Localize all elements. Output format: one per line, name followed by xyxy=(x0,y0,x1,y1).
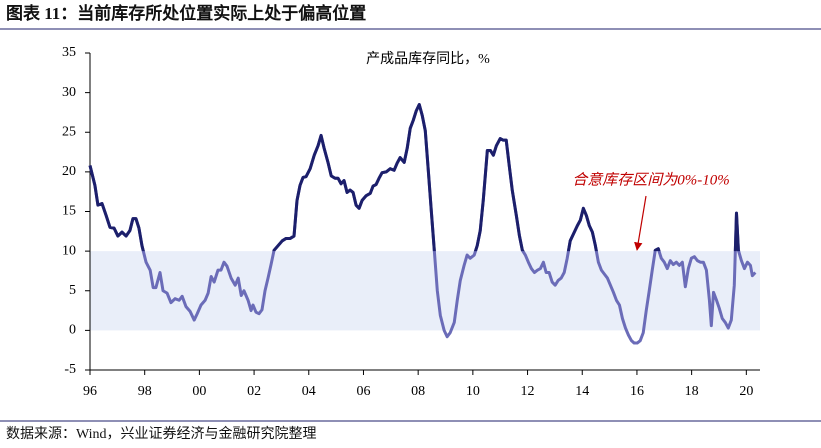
annotation-arrow xyxy=(634,195,647,251)
target-band xyxy=(90,251,760,331)
y-tick-label: 35 xyxy=(62,45,76,60)
x-tick-label: 18 xyxy=(685,384,699,399)
y-tick-label: 5 xyxy=(69,283,76,298)
x-tick-label: 12 xyxy=(521,384,535,399)
x-tick-label: 16 xyxy=(630,384,644,399)
x-tick-label: 96 xyxy=(83,384,97,399)
series-line-highlight xyxy=(88,103,741,252)
y-tick-label: 30 xyxy=(62,85,76,100)
subtitle: 产成品库存同比，% xyxy=(366,51,490,67)
y-tick-label: 25 xyxy=(62,124,76,139)
y-tick-label: 15 xyxy=(62,204,76,219)
x-tick-label: 06 xyxy=(356,384,370,399)
x-tick-label: 98 xyxy=(138,384,152,399)
x-tick-label: 10 xyxy=(466,384,480,399)
x-tick-label: 02 xyxy=(247,384,261,399)
y-tick-label: 20 xyxy=(62,164,76,179)
x-tick-label: 04 xyxy=(302,384,316,399)
y-tick-label: -5 xyxy=(64,362,76,377)
x-tick-label: 08 xyxy=(411,384,425,399)
x-tick-label: 00 xyxy=(192,384,206,399)
x-tick-label: 20 xyxy=(739,384,753,399)
x-tick-label: 14 xyxy=(575,384,589,399)
annotation: 合意库存区间为0%-10% xyxy=(572,171,730,188)
y-tick-label: 0 xyxy=(69,323,76,338)
y-tick-label: 10 xyxy=(62,243,76,258)
chart-title: 图表 11：当前库存所处位置实际上处于偏高位置 xyxy=(6,3,366,23)
source: 数据来源：Wind，兴业证券经济与金融研究院整理 xyxy=(6,426,317,442)
